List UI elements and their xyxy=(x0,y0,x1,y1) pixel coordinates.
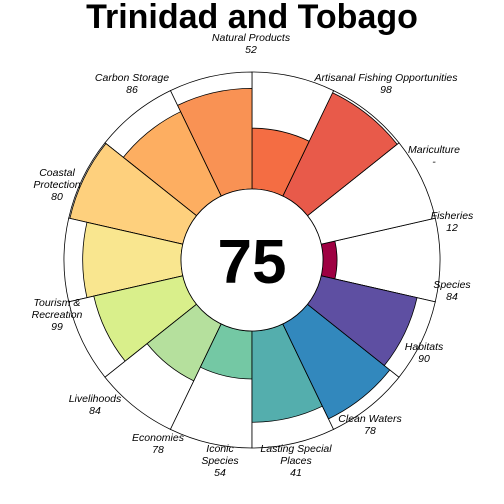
petal-value: 12 xyxy=(446,222,458,234)
petal-value: 86 xyxy=(126,84,138,96)
petal-value: 84 xyxy=(446,291,458,303)
center-score: 75 xyxy=(218,228,287,297)
petal-label-line: Tourism & xyxy=(34,297,81,309)
petal-label: Coastal Protection 80 xyxy=(33,167,80,203)
petal-label-line: Habitats xyxy=(405,341,444,353)
petal-label: Clean Waters 78 xyxy=(338,413,402,437)
petal-value: 98 xyxy=(380,84,392,96)
petal-label-line: Iconic xyxy=(206,443,234,455)
petal-fill xyxy=(320,240,338,280)
petal-label-line: Clean Waters xyxy=(338,413,402,425)
petal-label: Livelihoods 84 xyxy=(69,393,122,417)
petal-value: 54 xyxy=(214,467,226,479)
petal-label-line: Artisanal Fishing Opportunities xyxy=(314,72,459,84)
label-group: Fisheries 12 Mariculture - Artisanal Fishing… xyxy=(32,32,474,479)
petal-label-line: Lasting Special xyxy=(260,443,332,455)
petal-label: Species 84 xyxy=(433,279,471,303)
petal-label-line: Economies xyxy=(132,432,185,444)
petal-value: 99 xyxy=(51,321,63,333)
petal-label-line: Fisheries xyxy=(431,210,474,222)
petal-label-line: Places xyxy=(280,455,312,467)
petal-value: 41 xyxy=(290,467,302,479)
petal-label: Carbon Storage 86 xyxy=(95,72,169,96)
petal-label-line: Carbon Storage xyxy=(95,72,169,84)
petal-value: 90 xyxy=(418,353,430,365)
petal-label-line: Species xyxy=(433,279,471,291)
petal-label-line: Livelihoods xyxy=(69,393,122,405)
petal-value: 78 xyxy=(364,425,376,437)
petal-label: Tourism & Recreation 99 xyxy=(32,297,83,333)
petal-value: 78 xyxy=(152,444,164,456)
petal-label-line: Protection xyxy=(33,179,80,191)
petal-value: 80 xyxy=(51,191,63,203)
petal-value: - xyxy=(432,156,436,168)
petal-label-line: Species xyxy=(201,455,239,467)
petal-label: Mariculture - xyxy=(408,144,460,168)
petal-value: 84 xyxy=(89,405,101,417)
petal-label: Economies 78 xyxy=(132,432,185,456)
petal-label: Iconic Species 54 xyxy=(201,443,239,479)
petal-label: Fisheries 12 xyxy=(431,210,474,234)
petal-label: Lasting Special Places 41 xyxy=(260,443,332,479)
petal-label: Habitats 90 xyxy=(405,341,444,365)
petal-label: Artisanal Fishing Opportunities 98 xyxy=(314,72,459,96)
petal-label-line: Natural Products xyxy=(212,32,291,44)
chart-title: Trinidad and Tobago xyxy=(86,0,418,36)
petal-label-line: Recreation xyxy=(32,309,83,321)
petal-label-line: Mariculture xyxy=(408,144,460,156)
petal-value: 52 xyxy=(245,44,257,56)
petal-label: Natural Products 52 xyxy=(212,32,291,56)
petal-label-line: Coastal xyxy=(39,167,75,179)
center-disc xyxy=(180,188,324,332)
